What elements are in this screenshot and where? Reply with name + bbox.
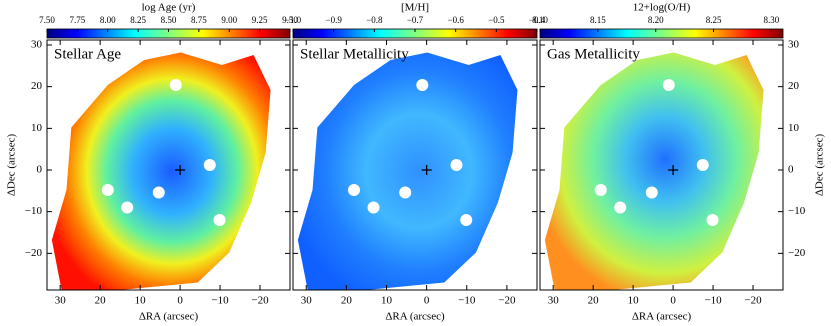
x-tick-label: 30: [55, 295, 67, 307]
y-tick-label: 30: [31, 39, 43, 51]
colorbar-tick-label: −0.4: [529, 15, 546, 25]
colorbar-tick-label: −0.7: [407, 15, 424, 25]
map-hole: [696, 159, 709, 171]
map-hole: [706, 214, 719, 226]
center-marker: [421, 165, 432, 175]
colorbar-tick-label: −0.6: [448, 15, 465, 25]
x-tick-label: 10: [628, 295, 640, 307]
colorbar: [539, 28, 784, 39]
center-marker: [668, 165, 679, 175]
x-tick-label: 20: [95, 295, 107, 307]
x-tick-label: −20: [251, 295, 269, 307]
map-hole: [101, 184, 114, 196]
colorbar-tick-label: 8.10: [532, 15, 548, 25]
map-hole: [450, 159, 463, 171]
y-tick-label: 20: [31, 80, 43, 92]
map-hole: [213, 214, 226, 226]
colorbar-tick-label: 8.75: [191, 15, 207, 25]
colorbar-tick-label: −0.8: [366, 15, 383, 25]
y-tick-label: −20: [788, 247, 806, 259]
axes-frame: [292, 39, 538, 291]
x-axis-label: ΔRA (arcsec): [139, 311, 199, 323]
map-hole: [399, 186, 412, 199]
y-tick-label: −10: [788, 205, 806, 217]
colorbar-tick-label: −0.9: [326, 15, 343, 25]
center-marker: [175, 165, 186, 175]
x-tick-label: −10: [458, 295, 476, 307]
x-axis-label: ΔRA (arcsec): [632, 311, 692, 323]
colorbar-tick-label: −1.0: [285, 15, 302, 25]
colorbar-label: 12+log(O/H): [633, 2, 691, 14]
y-tick-label: 10: [31, 122, 43, 134]
x-tick-label: −20: [744, 295, 762, 307]
y-tick-label: 10: [788, 122, 800, 134]
colorbar-tick-label: 8.00: [100, 15, 116, 25]
x-tick-label: 0: [177, 295, 183, 307]
y-tick-label: 20: [788, 80, 800, 92]
map-hole: [348, 184, 360, 196]
y-axis-label: ΔDec (arcsec): [814, 134, 826, 197]
map-region: [297, 52, 518, 290]
y-tick-label: 30: [788, 39, 800, 51]
colorbar-tick-label: 7.75: [70, 15, 86, 25]
map-hole: [594, 184, 607, 196]
x-tick-label: 0: [670, 295, 676, 307]
colorbar-tick-label: 8.15: [590, 15, 606, 25]
colorbar-tick-label: 9.25: [252, 15, 268, 25]
panel-title: Stellar Age: [54, 46, 121, 62]
x-tick-label: 10: [381, 295, 393, 307]
x-tick-label: 20: [588, 295, 600, 307]
y-tick-label: 0: [788, 164, 794, 176]
x-tick-label: −10: [704, 295, 722, 307]
map-region: [51, 52, 271, 290]
map-hole: [121, 201, 134, 214]
map-hole: [367, 201, 380, 214]
axes-frame: [539, 39, 784, 291]
panel-title: Gas Metallicity: [547, 46, 640, 62]
map-hole: [169, 79, 182, 91]
colorbar-tick-label: 8.50: [161, 15, 177, 25]
x-tick-label: 30: [301, 295, 313, 307]
colorbar-tick-label: 9.50: [282, 15, 298, 25]
x-tick-label: 30: [548, 295, 560, 307]
x-tick-label: −20: [498, 295, 516, 307]
map-region: [544, 52, 764, 290]
colorbar-tick-label: 8.25: [130, 15, 146, 25]
x-axis-label: ΔRA (arcsec): [385, 311, 445, 323]
axes-frame: [46, 39, 291, 291]
colorbar-tick-label: 8.20: [648, 15, 664, 25]
map-hole: [152, 186, 165, 199]
y-tick-label: 0: [37, 164, 43, 176]
x-tick-label: 10: [135, 295, 147, 307]
colorbar-label: log Age (yr): [142, 2, 196, 14]
colorbar-tick-label: −0.5: [488, 15, 505, 25]
colorbar-tick-label: 9.00: [221, 15, 237, 25]
y-tick-label: −10: [25, 205, 43, 217]
map-hole: [645, 186, 658, 199]
y-axis-label: ΔDec (arcsec): [6, 134, 18, 197]
map-hole: [614, 201, 627, 214]
map-hole: [203, 159, 216, 171]
colorbar-label: [M/H]: [401, 2, 429, 14]
colorbar-tick-label: 8.25: [706, 15, 722, 25]
colorbar-tick-label: 7.50: [39, 15, 55, 25]
x-tick-label: 0: [424, 295, 430, 307]
colorbar-tick-label: 8.30: [764, 15, 780, 25]
y-tick-label: −20: [25, 247, 43, 259]
panel-title: Stellar Metallicity: [300, 46, 409, 62]
x-tick-label: 20: [341, 295, 353, 307]
x-tick-label: −10: [211, 295, 229, 307]
map-hole: [416, 79, 429, 91]
map-hole: [460, 214, 473, 226]
map-hole: [662, 79, 675, 91]
